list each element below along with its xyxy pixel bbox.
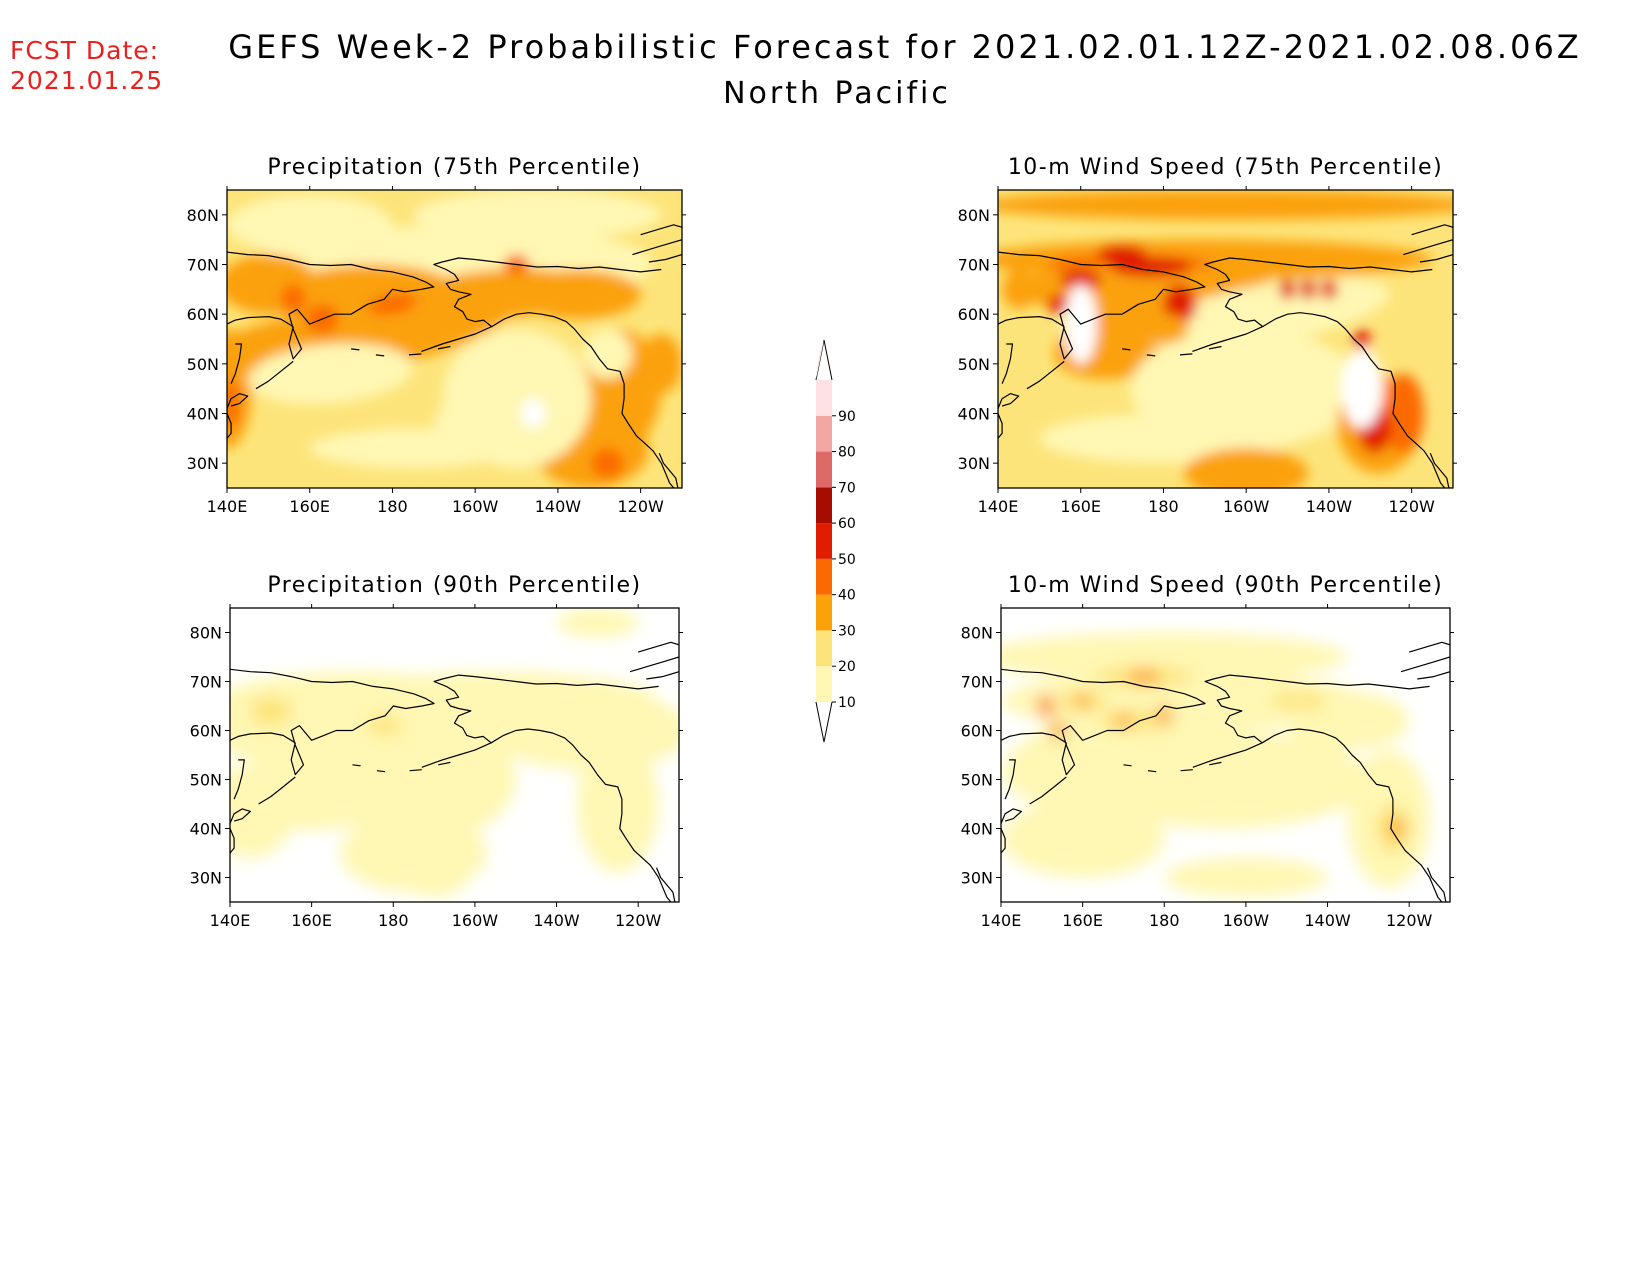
page-title: GEFS Week-2 Probabilistic Forecast for 2…: [228, 28, 1582, 66]
map-panel-precip90: Precipitation (90th Percentile) 140E 160E 1…: [190, 573, 683, 930]
lon-tick-label: 140E: [978, 497, 1019, 516]
colorbar-swatch: [816, 487, 832, 524]
map-frame: [997, 189, 1454, 489]
lat-tick-label: 50N: [187, 355, 219, 374]
colorbar-label: 70: [838, 480, 856, 496]
lat-tick-label: 60N: [958, 305, 990, 324]
colorbar-label: 50: [838, 552, 856, 568]
map-frame: [226, 189, 683, 489]
lat-tick-label: 40N: [958, 405, 990, 424]
colorbar-swatch: [816, 630, 832, 667]
lat-tick-label: 40N: [187, 405, 219, 424]
lat-tick-label: 60N: [187, 305, 219, 324]
coastline: [998, 224, 1453, 488]
lat-tick-label: 70N: [190, 673, 222, 692]
coastline: [227, 224, 682, 488]
lat-tick-label: 50N: [961, 771, 993, 790]
forecast-date-label: FCST Date:: [10, 36, 160, 65]
lon-tick-label: 140W: [535, 497, 582, 516]
map-panel-wind75: 10-m Wind Speed (75th Percentile) 140E 160…: [958, 155, 1457, 516]
lon-tick-label: 120W: [1386, 911, 1433, 930]
colorbar-label: 90: [838, 409, 856, 425]
lat-tick-label: 30N: [187, 454, 219, 473]
colorbar-label: 80: [838, 445, 856, 461]
lon-tick-label: 160W: [1223, 911, 1270, 930]
colorbar-label: 10: [838, 695, 856, 711]
colorbar-label: 20: [838, 659, 856, 675]
colorbar-swatch: [816, 523, 832, 559]
lon-tick-label: 180: [377, 497, 408, 516]
probability-field: [227, 190, 682, 488]
colorbar-swatch: [816, 558, 832, 595]
probability-field: [230, 608, 679, 902]
lat-tick-label: 30N: [958, 454, 990, 473]
colorbar-swatch: [816, 594, 832, 631]
forecast-date: FCST Date: 2021.01.25: [10, 36, 163, 96]
lon-tick-label: 140W: [1306, 497, 1353, 516]
lon-tick-label: 180: [1148, 497, 1179, 516]
lat-tick-label: 40N: [961, 820, 993, 839]
lon-tick-label: 140W: [1304, 911, 1351, 930]
colorbar-swatch: [816, 666, 832, 702]
lat-tick-label: 80N: [958, 206, 990, 225]
map-panel-precip75: Precipitation (75th Percentile) 140E 160E 1…: [187, 155, 686, 516]
panel-title: 10-m Wind Speed (90th Percentile): [1008, 573, 1443, 598]
lat-tick-label: 60N: [961, 722, 993, 741]
colorbar-label: 60: [838, 516, 856, 532]
lon-tick-label: 120W: [1388, 497, 1435, 516]
lat-tick-label: 70N: [961, 673, 993, 692]
colorbar-swatch: [816, 415, 832, 452]
lon-tick-label: 160W: [452, 497, 499, 516]
lon-tick-label: 120W: [617, 497, 664, 516]
lon-tick-label: 160E: [1062, 911, 1103, 930]
lon-tick-label: 140E: [207, 497, 248, 516]
colorbar-label: 40: [838, 588, 856, 604]
lon-tick-label: 160W: [452, 911, 499, 930]
lon-tick-label: 180: [378, 911, 409, 930]
lat-tick-label: 30N: [961, 869, 993, 888]
map-frame: [1000, 607, 1451, 903]
lat-tick-label: 50N: [190, 771, 222, 790]
lat-tick-label: 40N: [190, 820, 222, 839]
panel-title: Precipitation (90th Percentile): [267, 573, 641, 598]
lat-tick-label: 70N: [958, 256, 990, 275]
lat-tick-label: 30N: [190, 869, 222, 888]
lon-tick-label: 140W: [533, 911, 580, 930]
lon-tick-label: 160E: [291, 911, 332, 930]
lat-tick-label: 80N: [190, 624, 222, 643]
colorbar: 10 20 30 40 50 60 70 80 90: [815, 339, 856, 743]
colorbar-swatch: [816, 380, 832, 416]
page-subtitle: North Pacific: [0, 76, 1650, 111]
map-frame: [229, 607, 680, 903]
lon-tick-label: 120W: [615, 911, 662, 930]
forecast-date-value: 2021.01.25: [10, 66, 164, 95]
lon-tick-label: 140E: [210, 911, 251, 930]
lat-tick-label: 70N: [187, 256, 219, 275]
lat-tick-label: 50N: [958, 355, 990, 374]
lat-tick-label: 60N: [190, 722, 222, 741]
panel-title: 10-m Wind Speed (75th Percentile): [1008, 155, 1443, 180]
lon-tick-label: 160E: [289, 497, 330, 516]
probability-field: [998, 190, 1453, 488]
lon-tick-label: 160W: [1223, 497, 1270, 516]
lat-tick-label: 80N: [187, 206, 219, 225]
panel-title: Precipitation (75th Percentile): [267, 155, 641, 180]
colorbar-swatch: [816, 451, 832, 488]
coastline: [230, 641, 679, 902]
lon-tick-label: 180: [1149, 911, 1180, 930]
lat-tick-label: 80N: [961, 624, 993, 643]
lon-tick-label: 160E: [1060, 497, 1101, 516]
map-panel-wind90: 10-m Wind Speed (90th Percentile) 140E 160…: [961, 573, 1454, 930]
coastline: [1001, 641, 1450, 902]
region-name: North Pacific: [723, 76, 951, 111]
probability-field: [1001, 608, 1450, 902]
lon-tick-label: 140E: [981, 911, 1022, 930]
colorbar-label: 30: [838, 623, 856, 639]
